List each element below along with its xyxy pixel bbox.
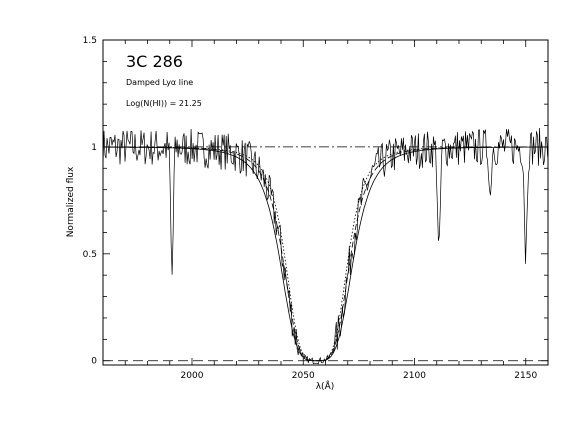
- annotation-line1: Damped Lyα line: [126, 78, 193, 87]
- y-tick-label: 1.5: [83, 36, 97, 46]
- x-axis-label: λ(Å): [316, 380, 335, 392]
- y-axis-label: Normalized flux: [66, 166, 76, 237]
- y-tick-label: 1: [91, 143, 97, 153]
- x-tick-label: 2050: [292, 371, 315, 381]
- x-tick-label: 2150: [514, 371, 537, 381]
- annotation-line2: Log(N(HI)) = 21.25: [126, 99, 202, 108]
- series: [102, 127, 548, 365]
- ticks: [102, 39, 549, 365]
- y-tick-label: 0.5: [83, 250, 97, 260]
- x-tick-labels: 2000 2050 2100 2150: [181, 371, 538, 381]
- y-tick-label: 0: [91, 357, 97, 367]
- x-tick-label: 2000: [181, 371, 204, 381]
- annotation-object: 3C 286: [126, 52, 183, 71]
- y-tick-labels: 0 0.5 1 1.5: [83, 36, 98, 367]
- plot-frame: [102, 39, 549, 366]
- observed-spectrum: [102, 127, 548, 365]
- x-tick-label: 2100: [403, 371, 426, 381]
